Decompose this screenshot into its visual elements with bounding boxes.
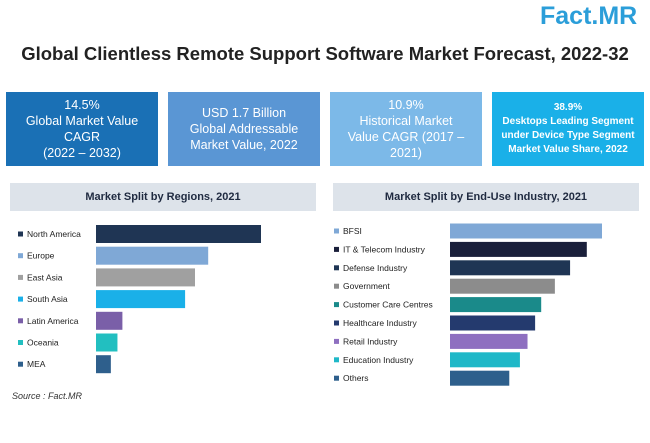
bar (450, 260, 571, 276)
stat-line: 14.5% (64, 98, 100, 112)
regions-chart-title: Market Split by Regions, 2021 (10, 183, 316, 211)
category-label: East Asia (27, 272, 63, 282)
category-label: Customer Care Centres (343, 300, 433, 310)
legend-marker (334, 320, 339, 326)
legend-marker (334, 228, 339, 234)
bar (450, 352, 520, 368)
stat-line: Desktops Leading Segment (502, 116, 634, 127)
bar (96, 355, 111, 374)
stat-line: Value CAGR (2017 – (347, 130, 465, 144)
stat-line: Global Market Value (25, 114, 139, 128)
stat-line: under Device Type Segment (501, 130, 635, 141)
legend-marker (18, 361, 23, 367)
category-label: Oceania (27, 338, 59, 348)
stat-line: 10.9% (388, 98, 424, 112)
category-label: Healthcare Industry (343, 318, 417, 328)
stat-card-desktop-share: 38.9% Desktops Leading Segment under Dev… (492, 92, 644, 166)
stat-line: Historical Market (359, 114, 453, 128)
stat-card-cagr: 14.5% Global Market Value CAGR (2022 – 2… (6, 92, 158, 166)
bar (450, 223, 602, 239)
category-label: MEA (27, 359, 46, 369)
stat-line: Market Value Share, 2022 (508, 144, 628, 155)
stat-line: 2021) (390, 146, 422, 160)
bar (96, 225, 261, 243)
bar (450, 333, 528, 349)
legend-marker (334, 338, 339, 344)
legend-marker (18, 340, 23, 345)
bar (96, 311, 123, 330)
bar (450, 315, 536, 331)
brand-logo: Fact.MR (540, 2, 637, 31)
category-label: Education Industry (343, 355, 414, 365)
bar (450, 297, 542, 313)
industry-chart-title: Market Split by End-Use Industry, 2021 (333, 183, 639, 211)
stat-line: 38.9% (553, 102, 583, 113)
category-label: BFSI (343, 226, 362, 236)
category-label: Latin America (27, 316, 79, 326)
legend-marker (334, 283, 339, 289)
brand-logo-part1: Fact (540, 2, 592, 30)
stat-line: (2022 – 2032) (43, 146, 121, 160)
legend-marker (334, 246, 339, 252)
category-label: Government (343, 281, 390, 291)
legend-marker (334, 265, 339, 271)
legend-marker (334, 357, 339, 363)
page-title: Global Clientless Remote Support Softwar… (21, 43, 629, 64)
category-label: South Asia (27, 294, 68, 304)
bar (450, 241, 587, 257)
brand-logo-dot: . (591, 2, 599, 30)
stat-line: CAGR (63, 130, 101, 144)
bar (96, 333, 118, 352)
category-label: IT & Telecom Industry (343, 244, 426, 254)
category-label: Europe (27, 251, 55, 261)
stat-line: Global Addressable (189, 122, 299, 136)
category-label: Defense Industry (343, 263, 408, 273)
category-label: Others (343, 373, 369, 383)
stat-card-historical-cagr: 10.9% Historical Market Value CAGR (2017… (330, 92, 482, 166)
stat-line: Market Value, 2022 (190, 138, 298, 152)
bar (96, 246, 209, 265)
legend-marker (18, 296, 23, 302)
bar (96, 268, 195, 287)
brand-logo-part2: MR (598, 2, 638, 30)
stat-line: USD 1.7 Billion (201, 106, 287, 120)
legend-marker (18, 253, 23, 259)
legend-marker (18, 274, 23, 280)
category-label: Retail Industry (343, 336, 398, 346)
category-label: North America (27, 229, 81, 239)
legend-marker (334, 375, 339, 381)
bar (450, 278, 555, 294)
bar (96, 290, 186, 309)
source-note: Source : Fact.MR (12, 391, 83, 401)
legend-marker (334, 302, 339, 308)
legend-marker (18, 231, 23, 237)
bar (450, 370, 510, 386)
legend-marker (18, 318, 23, 324)
stat-card-market-value: USD 1.7 Billion Global Addressable Marke… (168, 92, 320, 166)
